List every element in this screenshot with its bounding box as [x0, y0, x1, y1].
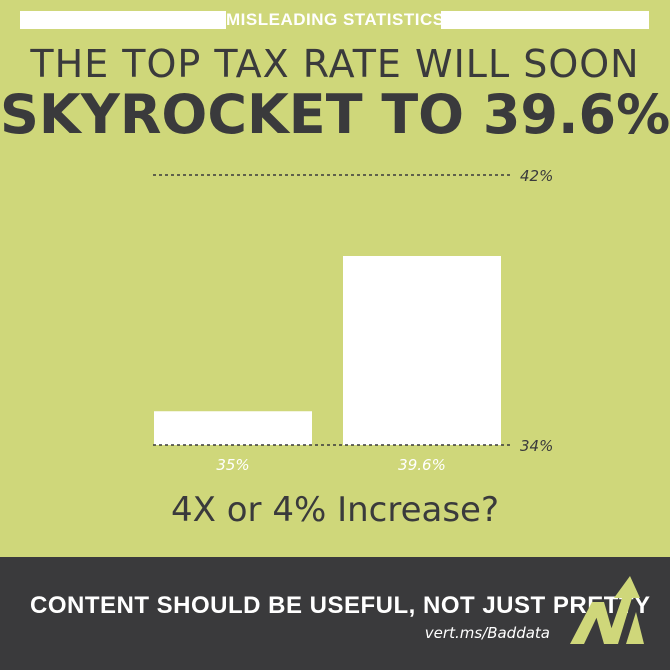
bar-39-6 — [343, 256, 501, 445]
footer-band: CONTENT SHOULD BE USEFUL, NOT JUST PRETT… — [0, 557, 670, 670]
headline-line-2: SKYROCKET TO 39.6% — [0, 83, 670, 146]
question-text: 4X or 4% Increase? — [171, 490, 499, 530]
top-reference-label: 42% — [520, 167, 553, 185]
tick-label-39-6: 39.6% — [398, 456, 446, 474]
footer-link[interactable]: vert.ms/Baddata — [424, 624, 550, 642]
kicker-text: MISLEADING STATISTICS — [226, 10, 445, 29]
kicker-bar-right — [441, 11, 649, 29]
kicker-bar-left — [20, 11, 226, 29]
vertical-measures-logo-icon — [570, 576, 644, 644]
bar-chart: 42% 34% 35% 39.6% — [153, 167, 553, 474]
footer-tagline: CONTENT SHOULD BE USEFUL, NOT JUST PRETT… — [30, 592, 651, 619]
tick-label-35: 35% — [216, 456, 249, 474]
baseline-reference-label: 34% — [520, 437, 553, 455]
headline-line-1: THE TOP TAX RATE WILL SOON — [30, 42, 640, 86]
bar-35 — [154, 411, 312, 445]
